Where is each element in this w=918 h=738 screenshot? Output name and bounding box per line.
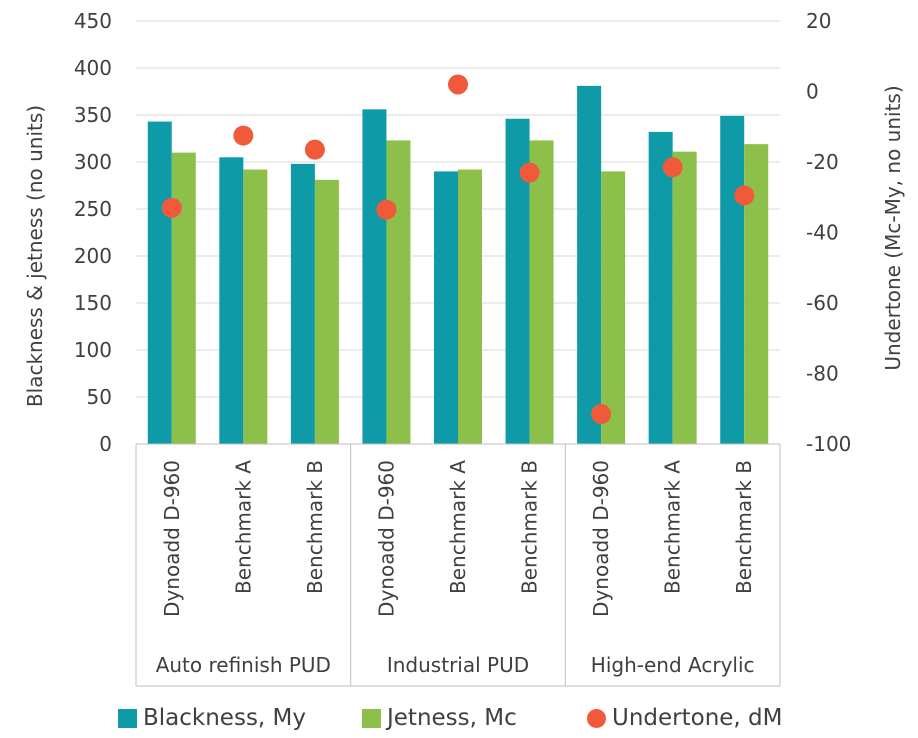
y2-tick-label: 20 (806, 9, 831, 33)
point-undertone (591, 404, 612, 425)
legend-item-undertone: Undertone, dM (587, 698, 783, 738)
y2-tick-label: -100 (806, 432, 851, 456)
y2-tick-label: 0 (806, 80, 819, 104)
y2-tick-label: -80 (806, 362, 839, 386)
bar-jetness (314, 179, 339, 445)
bar-blackness (147, 121, 172, 444)
y-tick-label: 450 (74, 9, 112, 33)
bar-jetness (601, 171, 626, 444)
legend-label-blackness: Blackness, My (143, 705, 306, 731)
axes: 050100150200250300350400450-100-80-60-40… (74, 9, 851, 687)
point-undertone (376, 199, 397, 220)
bar-blackness (648, 131, 673, 445)
point-undertone (448, 74, 468, 95)
x-tick-label: Benchmark B (732, 460, 756, 594)
point-undertone (304, 139, 325, 160)
x-tick-label: Benchmark B (303, 460, 327, 594)
y-tick-label: 100 (74, 338, 112, 362)
bar-blackness (577, 85, 602, 445)
y-tick-label: 300 (74, 150, 112, 174)
legend-item-jetness: Jetness, Mc (362, 698, 517, 738)
point-undertone (662, 157, 683, 178)
y-tick-label: 250 (74, 197, 112, 221)
y-axis-title: Blackness & jetness (no units) (23, 105, 47, 407)
group-label: High-end Acrylic (591, 653, 755, 677)
bar-blackness (219, 157, 244, 445)
y2-axis-title: Undertone (Mc-My, no units) (881, 85, 905, 370)
chart: 050100150200250300350400450-100-80-60-40… (23, 9, 905, 687)
bar-blackness (720, 115, 745, 444)
legend-label-jetness: Jetness, Mc (387, 705, 517, 731)
point-undertone (734, 185, 755, 206)
legend-swatch-blackness (118, 708, 137, 728)
y2-tick-label: -60 (806, 291, 839, 315)
x-tick-label: Benchmark A (446, 460, 470, 594)
legend-marker-undertone (587, 708, 606, 728)
bar-jetness (529, 140, 554, 444)
x-tick-label: Dynoadd D-960 (160, 460, 184, 617)
x-tick-label: Dynoadd D-960 (589, 460, 613, 617)
bar-jetness (243, 169, 268, 444)
bar-blackness (434, 171, 458, 444)
point-undertone (519, 162, 540, 183)
bar-jetness (171, 152, 196, 444)
bar-jetness (672, 151, 697, 444)
y-tick-label: 150 (74, 291, 112, 315)
x-tick-label: Benchmark B (518, 460, 542, 594)
x-tick-label: Benchmark A (231, 460, 255, 594)
point-undertone (233, 125, 254, 146)
bar-jetness (386, 140, 411, 444)
legend-item-blackness: Blackness, My (118, 698, 306, 738)
bar-blackness (290, 163, 315, 444)
x-tick-label: Benchmark A (661, 460, 685, 594)
y-tick-label: 200 (74, 244, 112, 268)
group-label: Auto refinish PUD (156, 653, 331, 677)
x-tick-label: Dynoadd D-960 (374, 460, 398, 617)
y-tick-label: 0 (99, 432, 112, 456)
legend-swatch-jetness (362, 708, 381, 728)
legend: Blackness, My Jetness, Mc Undertone, dM (0, 698, 918, 738)
y-tick-label: 350 (74, 103, 112, 127)
undertone-points (161, 74, 755, 425)
group-label: Industrial PUD (387, 653, 529, 677)
y-tick-label: 400 (74, 56, 112, 80)
point-undertone (161, 197, 182, 218)
legend-label-undertone: Undertone, dM (612, 705, 783, 731)
y-tick-label: 50 (87, 385, 112, 409)
y2-tick-label: -20 (806, 150, 839, 174)
bar-jetness (458, 169, 482, 444)
bar-blackness (362, 109, 387, 445)
bars (147, 85, 769, 445)
y2-tick-label: -40 (806, 221, 839, 245)
